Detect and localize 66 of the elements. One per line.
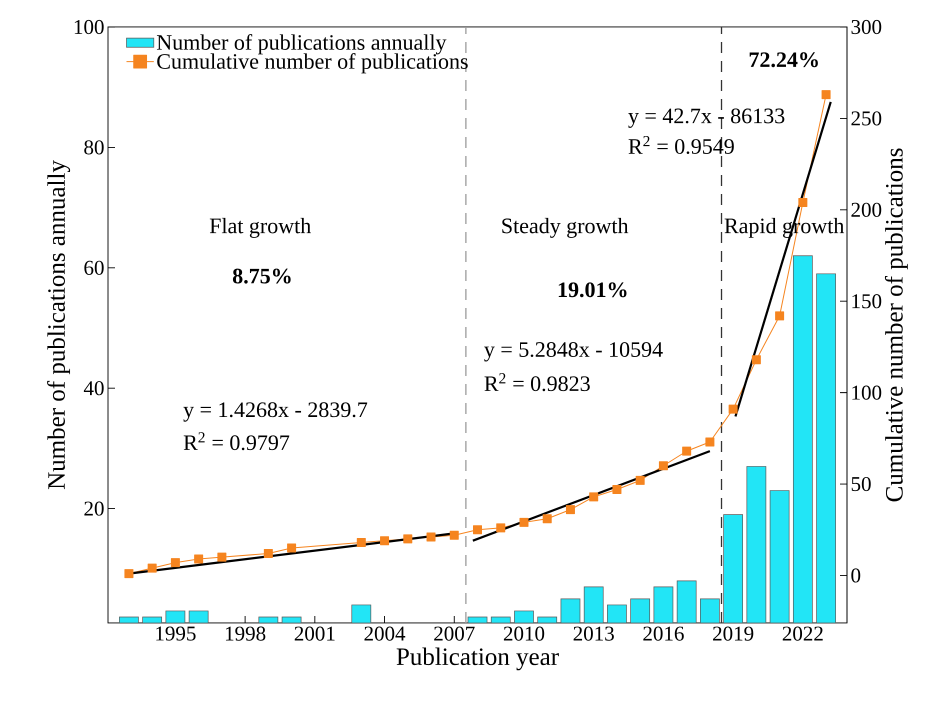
y-tick-label: 60 — [84, 260, 104, 275]
point — [519, 518, 528, 527]
point — [403, 534, 412, 544]
point — [124, 569, 134, 578]
point — [752, 355, 761, 364]
y-tick-label: 100 — [74, 20, 104, 34]
y2-tick-label: 300 — [852, 20, 882, 34]
y2-tick-label: 200 — [851, 202, 882, 217]
annotation: y = 5.2848x - 10594 — [484, 342, 663, 362]
annotation: 8.75% — [232, 268, 291, 284]
annotation: R$^{2}$ = 0.9797 — [184, 432, 290, 450]
point — [148, 564, 157, 573]
y2-axis-title: Cumulative number of publications — [884, 148, 908, 502]
point — [496, 523, 506, 532]
point — [566, 505, 575, 514]
point — [194, 554, 204, 564]
annotation: y = 1.4268x - 2839.7 — [183, 402, 368, 422]
x-tick-label: 2007 — [434, 626, 475, 641]
point — [589, 492, 598, 502]
y2-tick-label: 50 — [852, 476, 871, 492]
x-tick-label: 1995 — [156, 626, 196, 641]
y2-tick-label: 150 — [852, 294, 882, 308]
x-axis-title: Publication year — [396, 648, 559, 670]
point — [798, 198, 808, 207]
y-tick-label: 80 — [84, 140, 104, 154]
point — [682, 446, 692, 456]
legend-label: Cumulative number of publications — [157, 53, 468, 74]
x-tick-label: 2010 — [504, 626, 544, 641]
y-tick-label: 40 — [84, 381, 104, 396]
point — [264, 549, 273, 558]
annotation: R$^{2}$ = 0.9823 — [484, 373, 590, 392]
y2-tick-label: 0 — [851, 568, 860, 583]
legend-label: Number of publications annually — [156, 34, 446, 54]
y-tick-label: 20 — [84, 502, 104, 516]
point — [705, 437, 714, 446]
point — [775, 311, 784, 320]
point — [822, 90, 831, 100]
x-tick-label: 2019 — [713, 626, 754, 641]
point — [287, 544, 296, 553]
x-tick-label: 2001 — [294, 626, 335, 641]
point — [542, 514, 552, 524]
point — [217, 552, 226, 562]
point — [426, 532, 436, 542]
x-tick-label: 2013 — [574, 626, 614, 641]
x-tick-label: 1998 — [226, 626, 266, 641]
point — [450, 530, 459, 540]
annotation: R$^{2}$ = 0.9549 — [628, 136, 734, 154]
point — [380, 536, 390, 546]
point — [636, 476, 645, 485]
annotation: Steady growth — [502, 218, 628, 238]
point — [473, 525, 482, 534]
y2-tick-label: 100 — [852, 386, 882, 400]
annotation: Flat growth — [210, 218, 311, 238]
x-tick-label: 2016 — [643, 626, 684, 641]
y2-tick-label: 250 — [851, 111, 882, 126]
annotation: 19.01% — [558, 282, 626, 298]
y-axis-title: Number of publications annually — [47, 160, 70, 490]
point — [356, 538, 366, 548]
point — [612, 485, 622, 494]
x-tick-label: 2004 — [364, 626, 406, 641]
x-tick-label: 2022 — [782, 626, 823, 641]
annotation: 72.24% — [750, 52, 818, 68]
point — [728, 404, 738, 414]
point — [658, 461, 668, 470]
annotation: y = 42.7x - 86133 — [628, 108, 784, 128]
point — [170, 558, 180, 568]
